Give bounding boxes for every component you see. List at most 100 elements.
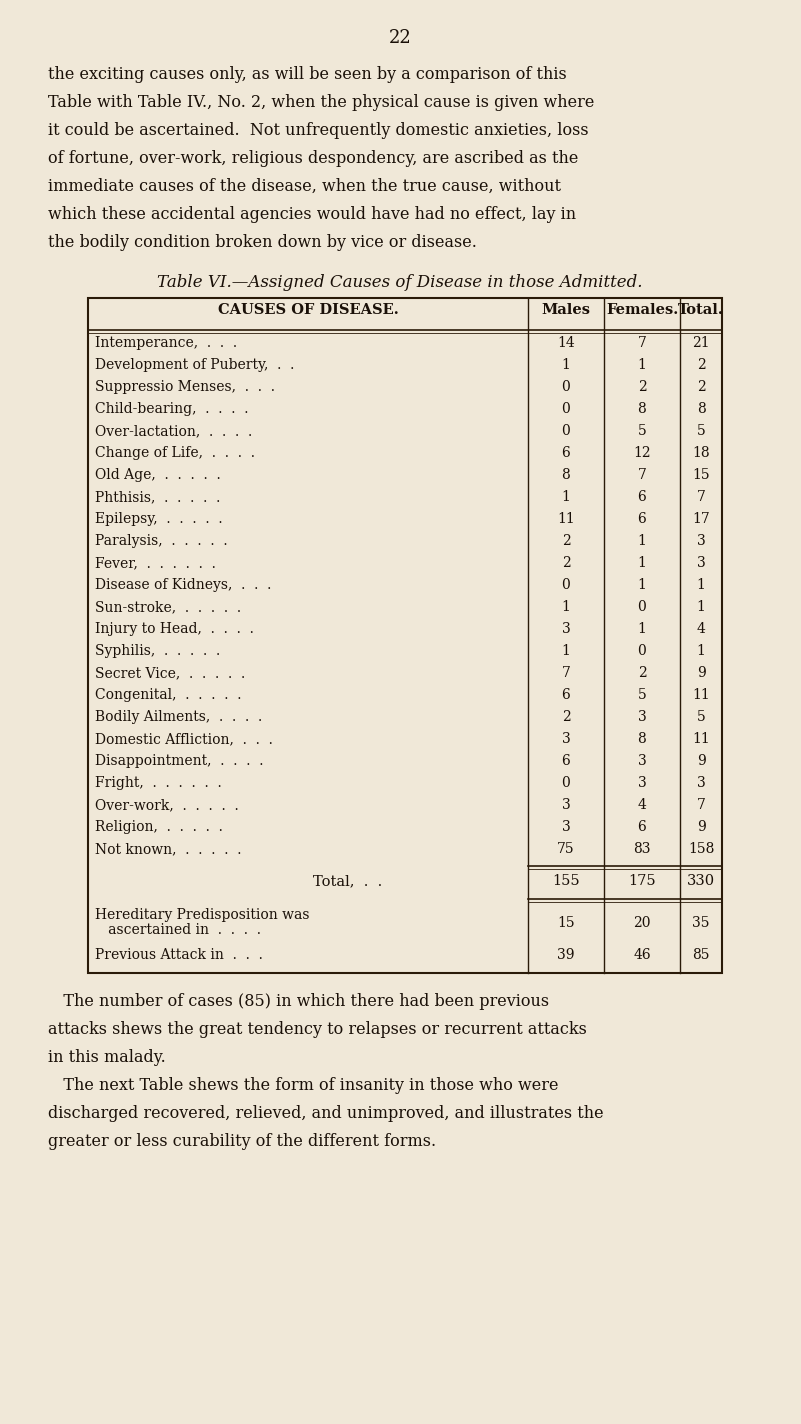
Text: 7: 7	[697, 490, 706, 504]
Text: Bodily Ailments,  .  .  .  .: Bodily Ailments, . . . .	[95, 711, 262, 723]
Text: 8: 8	[562, 468, 570, 481]
Text: 6: 6	[638, 820, 646, 834]
Text: 155: 155	[552, 874, 580, 889]
Text: Religion,  .  .  .  .  .: Religion, . . . . .	[95, 820, 223, 834]
Text: 8: 8	[697, 402, 706, 416]
Text: 7: 7	[638, 336, 646, 350]
Text: Domestic Affliction,  .  .  .: Domestic Affliction, . . .	[95, 732, 273, 746]
Text: the bodily condition broken down by vice or disease.: the bodily condition broken down by vice…	[48, 234, 477, 251]
Text: 3: 3	[638, 776, 646, 790]
Text: 17: 17	[692, 513, 710, 525]
Text: 15: 15	[692, 468, 710, 481]
Text: 7: 7	[562, 666, 570, 681]
Text: 3: 3	[638, 711, 646, 723]
Text: 5: 5	[638, 688, 646, 702]
Text: 0: 0	[562, 424, 570, 439]
Text: Total.: Total.	[678, 303, 724, 318]
Text: Secret Vice,  .  .  .  .  .: Secret Vice, . . . . .	[95, 666, 245, 681]
Text: 6: 6	[638, 513, 646, 525]
Text: 175: 175	[628, 874, 656, 889]
Text: 1: 1	[638, 555, 646, 570]
Text: 22: 22	[388, 28, 412, 47]
Text: 14: 14	[557, 336, 575, 350]
Text: discharged recovered, relieved, and unimproved, and illustrates the: discharged recovered, relieved, and unim…	[48, 1105, 604, 1122]
Text: 7: 7	[638, 468, 646, 481]
Text: 2: 2	[562, 555, 570, 570]
Text: 1: 1	[697, 600, 706, 614]
Text: 6: 6	[562, 688, 570, 702]
Text: 12: 12	[633, 446, 650, 460]
Text: 39: 39	[557, 948, 575, 963]
Text: 5: 5	[697, 424, 706, 439]
Text: of fortune, over-work, religious despondency, are ascribed as the: of fortune, over-work, religious despond…	[48, 150, 578, 167]
Text: 9: 9	[697, 753, 706, 768]
Text: 6: 6	[562, 753, 570, 768]
Text: 4: 4	[638, 797, 646, 812]
Text: 9: 9	[697, 666, 706, 681]
Text: 2: 2	[638, 666, 646, 681]
Text: 3: 3	[697, 534, 706, 548]
Text: 1: 1	[638, 534, 646, 548]
Text: 0: 0	[562, 402, 570, 416]
Text: the exciting causes only, as will be seen by a comparison of this: the exciting causes only, as will be see…	[48, 66, 567, 83]
Text: 83: 83	[634, 842, 650, 856]
Text: 1: 1	[638, 357, 646, 372]
Text: 0: 0	[638, 644, 646, 658]
Text: Over-work,  .  .  .  .  .: Over-work, . . . . .	[95, 797, 239, 812]
Text: in this malady.: in this malady.	[48, 1049, 166, 1067]
Text: Sun-stroke,  .  .  .  .  .: Sun-stroke, . . . . .	[95, 600, 241, 614]
Text: 85: 85	[692, 948, 710, 963]
Text: 1: 1	[562, 600, 570, 614]
Text: 18: 18	[692, 446, 710, 460]
Text: 11: 11	[692, 732, 710, 746]
Text: 46: 46	[633, 948, 650, 963]
Text: 5: 5	[638, 424, 646, 439]
Text: Congenital,  .  .  .  .  .: Congenital, . . . . .	[95, 688, 241, 702]
Text: 0: 0	[562, 578, 570, 592]
Text: 1: 1	[562, 644, 570, 658]
Text: 6: 6	[638, 490, 646, 504]
Text: Suppressio Menses,  .  .  .: Suppressio Menses, . . .	[95, 380, 275, 394]
Text: 8: 8	[638, 402, 646, 416]
Text: The number of cases (85) in which there had been previous: The number of cases (85) in which there …	[48, 993, 549, 1010]
Text: Injury to Head,  .  .  .  .: Injury to Head, . . . .	[95, 622, 254, 637]
Text: Intemperance,  .  .  .: Intemperance, . . .	[95, 336, 237, 350]
Text: greater or less curability of the different forms.: greater or less curability of the differ…	[48, 1134, 436, 1151]
Text: 1: 1	[638, 622, 646, 637]
Text: Disappointment,  .  .  .  .: Disappointment, . . . .	[95, 753, 264, 768]
Text: Over-lactation,  .  .  .  .: Over-lactation, . . . .	[95, 424, 252, 439]
Text: Hereditary Predisposition was: Hereditary Predisposition was	[95, 909, 309, 921]
Text: Syphilis,  .  .  .  .  .: Syphilis, . . . . .	[95, 644, 220, 658]
Text: 3: 3	[697, 555, 706, 570]
Text: 5: 5	[697, 711, 706, 723]
Text: 1: 1	[562, 490, 570, 504]
Text: 7: 7	[697, 797, 706, 812]
Text: 3: 3	[697, 776, 706, 790]
Text: 3: 3	[562, 622, 570, 637]
Text: attacks shews the great tendency to relapses or recurrent attacks: attacks shews the great tendency to rela…	[48, 1021, 587, 1038]
Text: 158: 158	[688, 842, 714, 856]
Text: 11: 11	[557, 513, 575, 525]
Text: 2: 2	[562, 711, 570, 723]
Text: Development of Puberty,  .  .: Development of Puberty, . .	[95, 357, 295, 372]
Text: 15: 15	[557, 916, 575, 930]
Text: 6: 6	[562, 446, 570, 460]
Text: Epilepsy,  .  .  .  .  .: Epilepsy, . . . . .	[95, 513, 223, 525]
Text: 35: 35	[692, 916, 710, 930]
Text: 0: 0	[638, 600, 646, 614]
Text: Paralysis,  .  .  .  .  .: Paralysis, . . . . .	[95, 534, 227, 548]
Text: Fever,  .  .  .  .  .  .: Fever, . . . . . .	[95, 555, 216, 570]
Text: Old Age,  .  .  .  .  .: Old Age, . . . . .	[95, 468, 221, 481]
Text: Males: Males	[541, 303, 590, 318]
Text: Fright,  .  .  .  .  .  .: Fright, . . . . . .	[95, 776, 222, 790]
Text: 21: 21	[692, 336, 710, 350]
Text: 3: 3	[562, 820, 570, 834]
Text: 1: 1	[562, 357, 570, 372]
Text: 0: 0	[562, 776, 570, 790]
Text: 8: 8	[638, 732, 646, 746]
Text: Table VI.—Assigned Causes of Disease in those Admitted.: Table VI.—Assigned Causes of Disease in …	[157, 273, 642, 290]
Text: 9: 9	[697, 820, 706, 834]
Text: Table with Table IV., No. 2, when the physical cause is given where: Table with Table IV., No. 2, when the ph…	[48, 94, 594, 111]
Text: 75: 75	[557, 842, 575, 856]
Text: Change of Life,  .  .  .  .: Change of Life, . . . .	[95, 446, 255, 460]
